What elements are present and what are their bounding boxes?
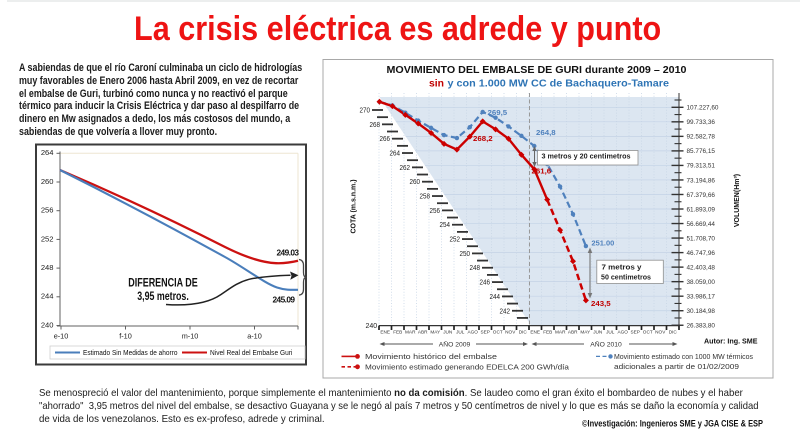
svg-text:Movimiento estimado con 1000 M: Movimiento estimado con 1000 MW térmicos	[614, 352, 753, 361]
svg-text:MAY: MAY	[430, 329, 441, 334]
svg-text:99.733,36: 99.733,36	[687, 119, 716, 126]
svg-text:42.403,48: 42.403,48	[687, 264, 716, 271]
svg-text:f-10: f-10	[119, 332, 132, 341]
svg-text:MOVIMIENTO DEL EMBALSE DE GURI: MOVIMIENTO DEL EMBALSE DE GURI durante 2…	[387, 65, 687, 76]
svg-text:OCT: OCT	[643, 329, 653, 334]
svg-text:JUN: JUN	[593, 329, 602, 334]
svg-text:DIC: DIC	[519, 329, 528, 334]
svg-text:250: 250	[460, 251, 471, 258]
svg-text:264: 264	[390, 151, 401, 158]
svg-text:DIC: DIC	[669, 329, 678, 334]
svg-text:46.747,96: 46.747,96	[687, 250, 716, 257]
svg-text:240: 240	[366, 323, 378, 330]
svg-text:268,2: 268,2	[473, 136, 493, 143]
svg-text:244: 244	[490, 294, 501, 301]
svg-text:79.313,51: 79.313,51	[687, 163, 716, 170]
svg-text:3,95 metros.: 3,95 metros.	[137, 289, 189, 303]
svg-text:85.776,15: 85.776,15	[687, 148, 716, 155]
svg-text:244: 244	[41, 292, 54, 301]
svg-text:261,6: 261,6	[532, 168, 552, 175]
svg-text:264: 264	[41, 148, 54, 157]
svg-text:252: 252	[41, 234, 54, 243]
svg-text:NOV: NOV	[655, 329, 666, 334]
svg-text:JUL: JUL	[606, 329, 615, 334]
svg-text:FEB: FEB	[543, 329, 552, 334]
svg-text:AGO: AGO	[468, 329, 479, 334]
svg-text:FEB: FEB	[393, 329, 402, 334]
svg-text:56.669,44: 56.669,44	[687, 221, 716, 228]
svg-text:MAR: MAR	[555, 329, 566, 334]
svg-text:sin: sin	[429, 79, 444, 90]
svg-text:249.03: 249.03	[277, 248, 300, 258]
svg-text:3 metros y 20 centimetros: 3 metros y 20 centimetros	[542, 154, 631, 161]
svg-text:ABR: ABR	[568, 329, 578, 334]
svg-text:VOLUMEN(Hm³): VOLUMEN(Hm³)	[734, 174, 741, 227]
svg-text:26.383,80: 26.383,80	[687, 323, 716, 330]
svg-text:246: 246	[480, 280, 491, 287]
svg-text:38.059,00: 38.059,00	[687, 279, 716, 286]
svg-text:30.184,98: 30.184,98	[687, 308, 716, 315]
svg-text:260: 260	[410, 179, 421, 186]
svg-text:262: 262	[400, 165, 411, 172]
svg-text:SEP: SEP	[481, 329, 490, 334]
svg-text:Estimado Sin Medidas de ahorro: Estimado Sin Medidas de ahorro	[83, 348, 178, 357]
svg-text:248: 248	[470, 265, 481, 272]
svg-text:a-10: a-10	[247, 332, 262, 341]
svg-text:MAY: MAY	[580, 329, 591, 334]
svg-text:268: 268	[370, 122, 381, 129]
svg-text:258: 258	[420, 194, 431, 201]
svg-text:242: 242	[500, 308, 511, 315]
svg-text:33.986,17: 33.986,17	[687, 293, 716, 300]
svg-text:Autor: Ing. SME: Autor: Ing. SME	[704, 338, 758, 345]
svg-text:Movimiento estimado generando: Movimiento estimado generando EDELCA 200…	[365, 362, 570, 371]
svg-text:240: 240	[41, 320, 54, 329]
svg-text:y con 1.000 MW CC de Bachaquer: y con 1.000 MW CC de Bachaquero-Tamare	[448, 79, 670, 90]
svg-text:251.00: 251.00	[592, 240, 615, 247]
svg-text:7 metros y: 7 metros y	[602, 265, 642, 272]
svg-text:243,5: 243,5	[591, 301, 611, 308]
svg-text:Movimiento histórico del embal: Movimiento histórico del embalse	[365, 352, 497, 361]
svg-text:COTA (m.s.n.m.): COTA (m.s.n.m.)	[351, 179, 358, 233]
svg-text:AÑO 2009: AÑO 2009	[439, 339, 471, 348]
svg-text:270: 270	[360, 108, 371, 115]
svg-text:256: 256	[430, 208, 441, 215]
svg-text:NOV: NOV	[505, 329, 516, 334]
svg-text:260: 260	[41, 177, 54, 186]
svg-text:254: 254	[440, 222, 451, 229]
svg-text:JUN: JUN	[443, 329, 452, 334]
svg-text:AÑO 2010: AÑO 2010	[590, 339, 622, 348]
svg-text:256: 256	[41, 206, 54, 215]
svg-text:252: 252	[450, 237, 461, 244]
svg-text:51.708,70: 51.708,70	[687, 235, 716, 242]
svg-text:adicionales a partir de 01/02/: adicionales a partir de 01/02/2009	[614, 362, 739, 371]
svg-text:50 centimetros: 50 centimetros	[601, 274, 651, 281]
svg-text:DIFERENCIA DE: DIFERENCIA DE	[128, 275, 198, 289]
svg-text:67.379,66: 67.379,66	[687, 192, 716, 199]
svg-text:m-10: m-10	[182, 332, 199, 341]
svg-text:ENE: ENE	[530, 329, 540, 334]
svg-text:AGO: AGO	[618, 329, 629, 334]
svg-text:SEP: SEP	[631, 329, 640, 334]
svg-text:245.09: 245.09	[273, 295, 296, 305]
svg-text:266: 266	[380, 136, 391, 143]
svg-text:92.582,78: 92.582,78	[687, 134, 716, 141]
svg-text:107.227,60: 107.227,60	[687, 105, 719, 112]
svg-text:269,5: 269,5	[488, 110, 508, 117]
svg-text:OCT: OCT	[493, 329, 503, 334]
svg-text:JUL: JUL	[456, 329, 465, 334]
svg-text:e-10: e-10	[54, 332, 69, 341]
svg-text:©Investigación: Ingenieros SME: ©Investigación: Ingenieros SME y JGA CIS…	[582, 418, 763, 428]
svg-text:73.194,86: 73.194,86	[687, 177, 716, 184]
svg-text:ABR: ABR	[418, 329, 428, 334]
svg-text:61.893,09: 61.893,09	[687, 206, 716, 213]
svg-text:ENE: ENE	[380, 329, 390, 334]
svg-text:248: 248	[41, 263, 54, 272]
svg-text:Nivel Real del Embalse Guri: Nivel Real del Embalse Guri	[210, 348, 293, 357]
svg-text:MAR: MAR	[405, 329, 416, 334]
svg-text:264,8: 264,8	[536, 130, 556, 137]
